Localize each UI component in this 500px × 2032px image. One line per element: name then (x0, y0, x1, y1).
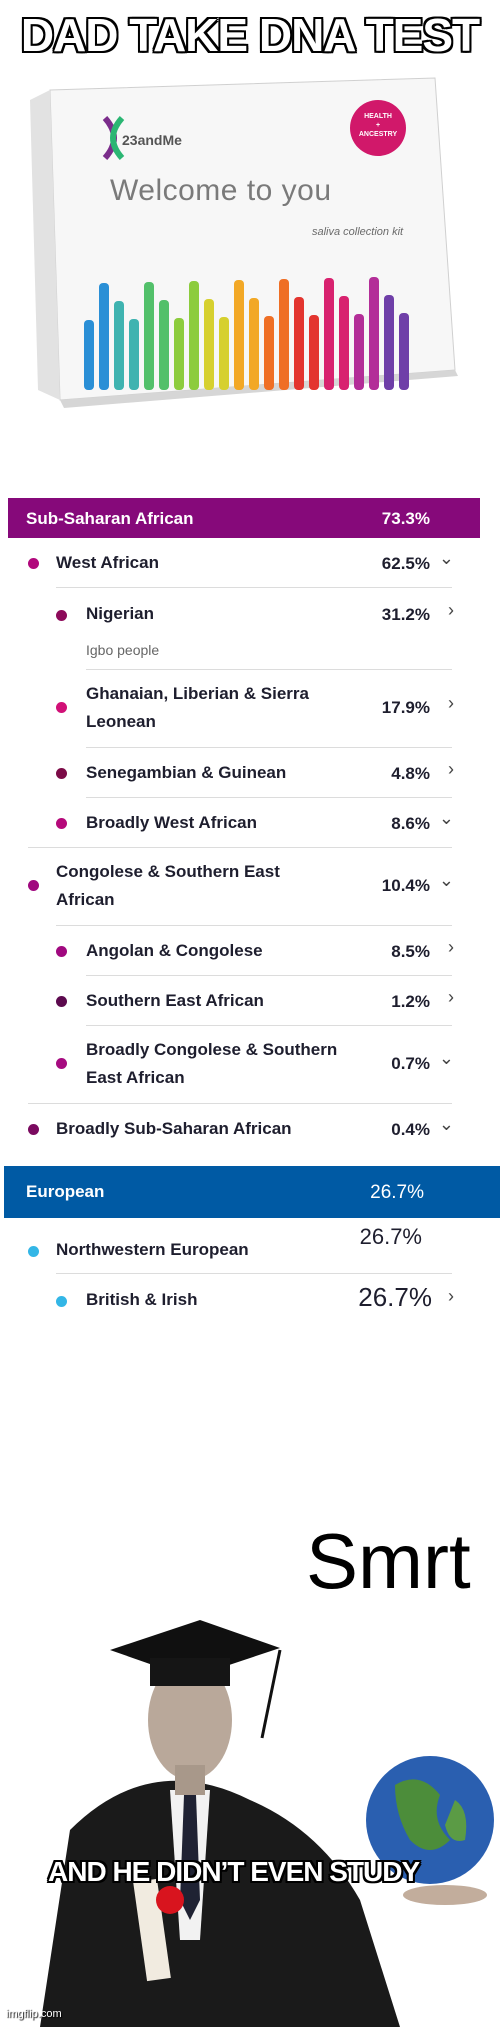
ancestry-row[interactable]: British & Irish 26.7% › (0, 1274, 480, 1326)
region-percent: 62.5% (381, 554, 430, 573)
chromosome-stripes-icon (84, 277, 409, 390)
region-dot-icon (56, 818, 67, 829)
chevron-right-icon[interactable]: › (448, 600, 454, 620)
ancestry-row[interactable]: Senegambian & Guinean 4.8% › (0, 748, 480, 798)
bottom-caption: AND HE DIDN’T EVEN STUDY (48, 1856, 420, 1887)
ancestry-row[interactable]: Northwestern European 26.7% (0, 1222, 480, 1274)
kit-brand-label: 23andMe (122, 132, 182, 148)
chevron-right-icon[interactable]: › (448, 693, 454, 713)
region-percent: 8.6% (391, 814, 430, 833)
ancestry-row[interactable]: Broadly West African 8.6% ⌄ (0, 798, 480, 848)
region-dot-icon (28, 1124, 39, 1135)
kit-badge-line: HEALTH (364, 113, 392, 120)
ancestry-row[interactable]: Congolese & Southern East African 10.4% … (0, 848, 480, 926)
kit-badge-line: + (375, 122, 381, 129)
region-dot-icon (28, 880, 39, 891)
row-divider (28, 1103, 452, 1104)
section-percent: 26.7% (370, 1182, 424, 1203)
chevron-down-icon[interactable]: ⌄ (438, 548, 454, 568)
row-divider (56, 925, 452, 926)
ancestry-row[interactable]: Southern East African 1.2% › (0, 976, 480, 1026)
region-percent: 17.9% (381, 698, 430, 717)
region-dot-icon (56, 1058, 67, 1069)
region-name: Broadly Congolese & Southern East Africa… (86, 1036, 337, 1092)
region-name-line: Leonean (86, 712, 156, 731)
ancestry-row[interactable]: Nigerian 31.2% › Igbo people (0, 588, 480, 670)
region-percent: 0.4% (391, 1120, 430, 1139)
ancestry-row[interactable]: Ghanaian, Liberian & Sierra Leonean 17.9… (0, 670, 480, 748)
region-name: Broadly Sub-Saharan African (56, 1119, 292, 1138)
region-name: Ghanaian, Liberian & Sierra Leonean (86, 680, 309, 736)
row-divider (86, 975, 452, 976)
kit-badge-line: ANCESTRY (358, 131, 398, 138)
section-percent: 73.3% (381, 509, 430, 528)
ancestry-row[interactable]: West African 62.5% ⌄ (0, 538, 480, 588)
subgroup-note: Igbo people (86, 642, 160, 658)
chevron-right-icon[interactable]: › (448, 937, 454, 957)
kit-welcome-text: Welcome to you (110, 174, 332, 207)
kit-badge: HEALTH + ANCESTRY (350, 112, 406, 139)
region-name-line: Broadly Congolese & Southern (86, 1040, 338, 1059)
region-percent: 1.2% (391, 992, 430, 1011)
ancestry-row[interactable]: Broadly Sub-Saharan African 0.4% ⌄ (0, 1104, 480, 1154)
region-name: Congolese & Southern East African (56, 858, 280, 914)
row-divider (86, 747, 452, 748)
region-name-line: Congolese & Southern East (56, 862, 280, 881)
chevron-down-icon[interactable]: ⌄ (438, 1114, 454, 1134)
ancestry-row[interactable]: Broadly Congolese & Southern East Africa… (0, 1026, 480, 1104)
region-dot-icon (28, 1246, 39, 1257)
row-divider (86, 669, 452, 670)
region-name: Angolan & Congolese (86, 941, 263, 960)
chevron-down-icon[interactable]: ⌄ (438, 870, 454, 890)
region-percent: 4.8% (391, 764, 430, 783)
row-divider (86, 1025, 452, 1026)
health-ancestry-badge-icon (350, 100, 406, 156)
row-divider (28, 847, 452, 848)
region-name-line: East African (86, 1068, 185, 1087)
region-name: Southern East African (86, 991, 264, 1010)
region-percent: 26.7% (358, 1282, 432, 1312)
region-name: British & Irish (86, 1290, 198, 1309)
region-name: West African (56, 553, 159, 572)
chevron-right-icon[interactable]: › (448, 987, 454, 1007)
region-dot-icon (56, 768, 67, 779)
red-bow-icon (156, 1886, 184, 1914)
region-dot-icon (56, 946, 67, 957)
region-percent: 8.5% (391, 942, 430, 961)
region-name: Senegambian & Guinean (86, 763, 287, 782)
chevron-down-icon[interactable]: ⌄ (438, 808, 454, 828)
top-caption: DAD TAKE DNA TEST (20, 9, 480, 61)
chevron-right-icon[interactable]: › (448, 759, 454, 779)
region-dot-icon (56, 1296, 67, 1307)
region-percent: 0.7% (391, 1054, 430, 1073)
region-dot-icon (56, 996, 67, 1007)
region-percent: 10.4% (381, 876, 430, 895)
chevron-right-icon[interactable]: › (448, 1286, 454, 1306)
region-name-line: Ghanaian, Liberian & Sierra (86, 684, 309, 703)
region-dot-icon (56, 702, 67, 713)
23andme-logo-icon (102, 115, 125, 161)
section-label: European (26, 1182, 105, 1201)
region-name: Nigerian (86, 604, 155, 623)
section-band-sub-saharan: Sub-Saharan African 73.3% (8, 498, 480, 538)
region-percent: 31.2% (381, 605, 430, 624)
region-name: Northwestern European (56, 1240, 249, 1259)
dna-kit-box-image: 23andMe HEALTH + ANCESTRY Welcome to you… (30, 70, 460, 410)
region-name: Broadly West African (86, 813, 257, 832)
section-band-european: European 26.7% (4, 1166, 500, 1218)
meme-man-graduate-image (0, 1500, 500, 2027)
section-label: Sub-Saharan African (26, 509, 194, 528)
region-dot-icon (28, 558, 39, 569)
row-divider (56, 587, 452, 588)
region-dot-icon (56, 610, 67, 621)
chevron-down-icon[interactable]: ⌄ (438, 1048, 454, 1068)
row-divider (86, 797, 452, 798)
smrt-label: Smrt (306, 1517, 471, 1605)
region-name-line: African (56, 890, 115, 909)
region-percent: 26.7% (359, 1224, 422, 1249)
imgflip-watermark: imgflip.com (6, 2008, 62, 2020)
row-divider (56, 1273, 452, 1274)
ancestry-row[interactable]: Angolan & Congolese 8.5% › (0, 926, 480, 976)
kit-subtitle: saliva collection kit (312, 226, 404, 238)
